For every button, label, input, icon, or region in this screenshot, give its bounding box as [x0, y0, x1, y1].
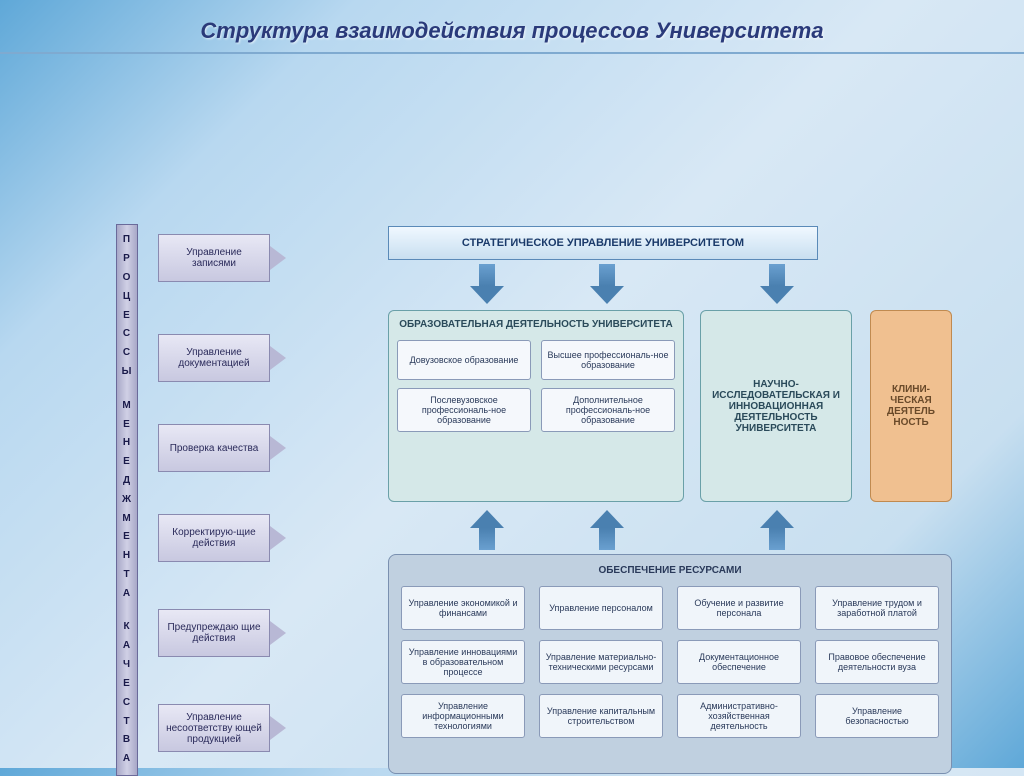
edu-box-0: Довузовское образование [397, 340, 531, 380]
side-box-4: Предупреждаю щие действия [158, 609, 270, 657]
edu-box-3: Дополнительное профессиональ-ное образов… [541, 388, 675, 432]
arrow-down-0 [470, 264, 504, 304]
resources-title: ОБЕСПЕЧЕНИЕ РЕСУРСАМИ [401, 565, 939, 576]
res-box-7: Правовое обеспечение деятельности вуза [815, 640, 939, 684]
side-box-5: Управление несоответству ющей продукцией [158, 704, 270, 752]
clinical-panel: КЛИНИ-ЧЕСКАЯ ДЕЯТЕЛЬ НОСТЬ [870, 310, 952, 502]
arrow-up-1 [590, 510, 624, 550]
edu-box-2: Послевузовское профессиональ-ное образов… [397, 388, 531, 432]
side-arrow-2 [270, 436, 286, 460]
side-box-1: Управление документацией [158, 334, 270, 382]
page-title: Структура взаимодействия процессов Униве… [0, 0, 1024, 54]
side-arrow-1 [270, 346, 286, 370]
side-arrow-3 [270, 526, 286, 550]
side-arrow-5 [270, 716, 286, 740]
res-box-0: Управление экономикой и финансами [401, 586, 525, 630]
education-title: ОБРАЗОВАТЕЛЬНАЯ ДЕЯТЕЛЬНОСТЬ УНИВЕРСИТЕТ… [397, 319, 675, 330]
edu-box-1: Высшее профессиональ-ное образование [541, 340, 675, 380]
side-box-2: Проверка качества [158, 424, 270, 472]
arrow-down-1 [590, 264, 624, 304]
side-arrow-0 [270, 246, 286, 270]
res-box-3: Управление трудом и заработной платой [815, 586, 939, 630]
res-box-1: Управление персоналом [539, 586, 663, 630]
res-box-10: Административно-хозяйственная деятельнос… [677, 694, 801, 738]
res-box-5: Управление материально-техническими ресу… [539, 640, 663, 684]
strategic-box: СТРАТЕГИЧЕСКОЕ УПРАВЛЕНИЕ УНИВЕРСИТЕТОМ [388, 226, 818, 260]
science-panel: НАУЧНО-ИССЛЕДОВАТЕЛЬСКАЯ И ИННОВАЦИОННАЯ… [700, 310, 852, 502]
resources-panel: ОБЕСПЕЧЕНИЕ РЕСУРСАМИ Управление экономи… [388, 554, 952, 774]
res-box-2: Обучение и развитие персонала [677, 586, 801, 630]
education-panel: ОБРАЗОВАТЕЛЬНАЯ ДЕЯТЕЛЬНОСТЬ УНИВЕРСИТЕТ… [388, 310, 684, 502]
res-box-11: Управление безопасностью [815, 694, 939, 738]
res-box-4: Управление инновациями в образовательном… [401, 640, 525, 684]
res-box-8: Управление информационными технологиями [401, 694, 525, 738]
side-box-3: Корректирую-щие действия [158, 514, 270, 562]
arrow-up-2 [760, 510, 794, 550]
res-box-9: Управление капитальным строительством [539, 694, 663, 738]
vertical-label: ПРОЦЕССЫ МЕНЕДЖМЕНТА КАЧЕСТВА [116, 224, 138, 776]
arrow-down-2 [760, 264, 794, 304]
diagram-canvas: ПРОЦЕССЫ МЕНЕДЖМЕНТА КАЧЕСТВА Управление… [0, 54, 1024, 754]
side-arrow-4 [270, 621, 286, 645]
arrow-up-0 [470, 510, 504, 550]
side-box-0: Управление записями [158, 234, 270, 282]
res-box-6: Документационное обеспечение [677, 640, 801, 684]
